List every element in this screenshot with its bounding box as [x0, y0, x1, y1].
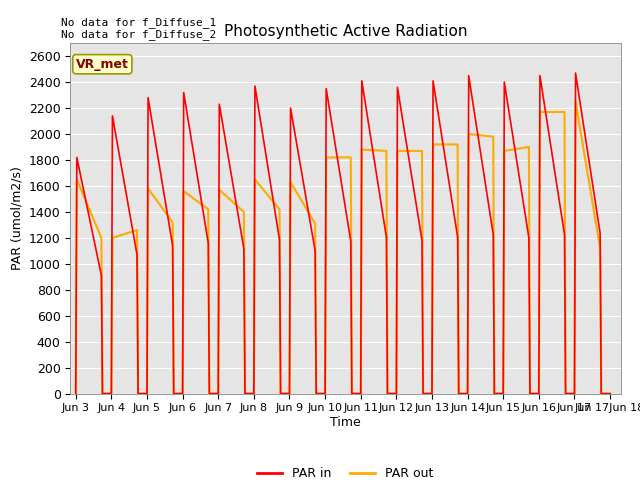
Y-axis label: PAR (umol/m2/s): PAR (umol/m2/s)	[10, 167, 23, 270]
Text: No data for f_Diffuse_1
No data for f_Diffuse_2: No data for f_Diffuse_1 No data for f_Di…	[61, 17, 216, 40]
Legend: PAR in, PAR out: PAR in, PAR out	[252, 462, 439, 480]
Title: Photosynthetic Active Radiation: Photosynthetic Active Radiation	[224, 24, 467, 39]
X-axis label: Time: Time	[330, 416, 361, 429]
Text: VR_met: VR_met	[76, 58, 129, 71]
